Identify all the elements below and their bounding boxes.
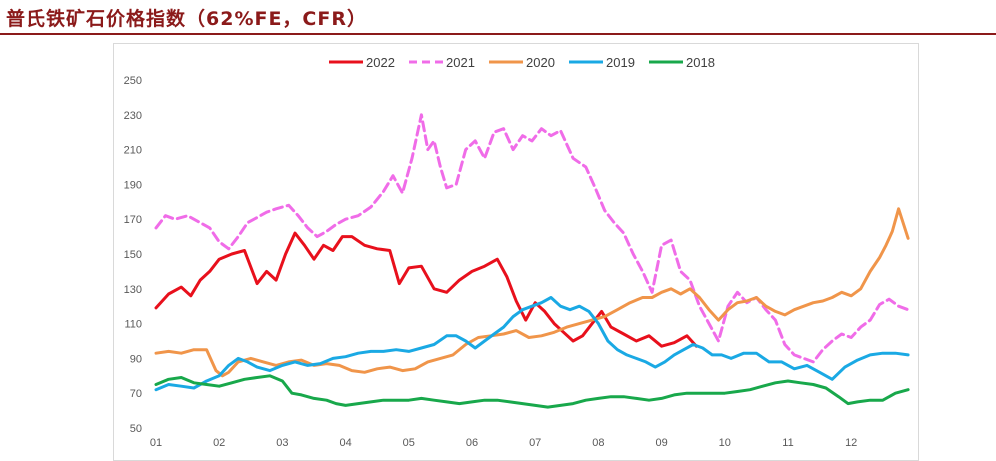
y-tick-label: 70 [130, 388, 142, 400]
legend: 2022 2021 2020 2019 2018 [329, 55, 715, 70]
y-tick-label: 210 [124, 145, 142, 157]
y-axis: 50 70 90 110 130 150 170 190 210 230 250 [124, 75, 142, 435]
series-line-2018 [154, 374, 910, 409]
series-line-2020 [154, 207, 910, 378]
legend-label-2020: 2020 [526, 55, 555, 70]
legend-label-2022: 2022 [366, 55, 395, 70]
series-line-2022 [154, 231, 698, 348]
y-tick-label: 230 [124, 110, 142, 122]
series-line-2021 [154, 113, 910, 364]
y-tick-label: 190 [124, 179, 142, 191]
plot-area [154, 113, 910, 409]
x-tick-label: 11 [782, 437, 793, 449]
x-axis: 01 02 03 04 05 06 07 08 09 10 11 12 [150, 437, 857, 449]
title-divider [0, 33, 996, 35]
y-tick-label: 250 [124, 75, 142, 87]
x-tick-label: 05 [403, 437, 415, 449]
x-tick-label: 09 [655, 437, 667, 449]
y-tick-label: 170 [124, 214, 142, 226]
y-tick-label: 90 [130, 353, 142, 365]
y-tick-label: 50 [130, 423, 142, 435]
chart-frame: 2022 2021 2020 2019 2018 50 70 90 110 130 150 170 1… [113, 43, 919, 461]
legend-label-2019: 2019 [606, 55, 635, 70]
x-tick-label: 06 [466, 437, 478, 449]
iron-ore-price-chart: 2022 2021 2020 2019 2018 50 70 90 110 130 150 170 1… [124, 55, 910, 449]
page-title: 普氏铁矿石价格指数（62%FE，CFR） [6, 8, 367, 30]
x-tick-label: 10 [719, 437, 731, 449]
x-tick-label: 04 [339, 437, 351, 449]
x-tick-label: 07 [529, 437, 541, 449]
legend-label-2018: 2018 [686, 55, 715, 70]
series-line-2019 [154, 296, 910, 392]
x-tick-label: 08 [592, 437, 604, 449]
y-tick-label: 150 [124, 249, 142, 261]
x-tick-label: 01 [150, 437, 162, 449]
y-tick-label: 110 [124, 319, 142, 331]
x-tick-label: 02 [213, 437, 225, 449]
legend-label-2021: 2021 [446, 55, 475, 70]
x-tick-label: 03 [276, 437, 288, 449]
y-tick-label: 130 [124, 284, 142, 296]
x-tick-label: 12 [845, 437, 857, 449]
